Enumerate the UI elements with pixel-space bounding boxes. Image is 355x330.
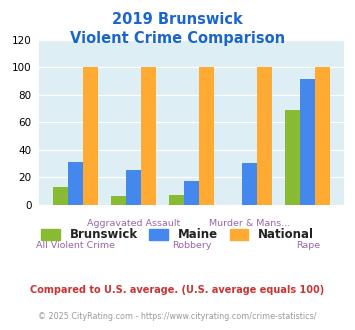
Text: Violent Crime Comparison: Violent Crime Comparison bbox=[70, 31, 285, 46]
Bar bbox=[199, 67, 214, 205]
Text: Aggravated Assault: Aggravated Assault bbox=[87, 219, 180, 228]
Bar bbox=[126, 170, 141, 205]
Bar bbox=[300, 80, 315, 205]
Bar bbox=[257, 67, 272, 205]
Text: Murder & Mans...: Murder & Mans... bbox=[209, 219, 290, 228]
Text: Compared to U.S. average. (U.S. average equals 100): Compared to U.S. average. (U.S. average … bbox=[31, 285, 324, 295]
Bar bbox=[169, 195, 184, 205]
Bar bbox=[242, 163, 257, 205]
Bar bbox=[285, 110, 300, 205]
Bar bbox=[141, 67, 156, 205]
Text: All Violent Crime: All Violent Crime bbox=[36, 241, 115, 250]
Bar bbox=[53, 187, 68, 205]
Bar bbox=[83, 67, 98, 205]
Legend: Brunswick, Maine, National: Brunswick, Maine, National bbox=[38, 225, 317, 245]
Bar bbox=[68, 162, 83, 205]
Text: © 2025 CityRating.com - https://www.cityrating.com/crime-statistics/: © 2025 CityRating.com - https://www.city… bbox=[38, 312, 317, 321]
Bar bbox=[315, 67, 331, 205]
Bar bbox=[111, 196, 126, 205]
Text: 2019 Brunswick: 2019 Brunswick bbox=[112, 12, 243, 26]
Text: Robbery: Robbery bbox=[172, 241, 212, 250]
Text: Rape: Rape bbox=[296, 241, 320, 250]
Bar bbox=[184, 181, 199, 205]
